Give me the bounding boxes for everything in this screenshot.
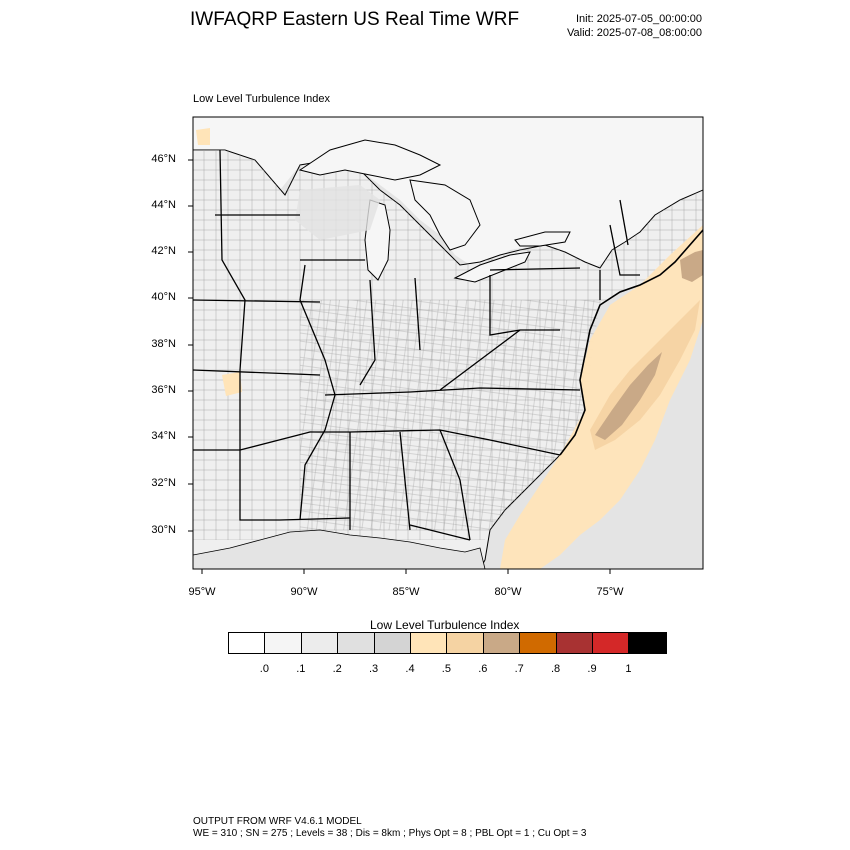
lake-superior xyxy=(298,139,442,181)
lon-label-75: 75°W xyxy=(596,586,624,598)
colorbar-label: .6 xyxy=(478,663,488,675)
lat-label-46: 46°N xyxy=(151,153,176,165)
lat-label-36: 36°N xyxy=(151,384,176,396)
colorbar-swatch xyxy=(447,633,484,653)
field-title: Low Level Turbulence Index xyxy=(193,93,330,105)
colorbar-swatch xyxy=(265,633,302,653)
map-frame xyxy=(192,116,704,570)
time-info: Init: 2025-07-05_00:00:00 Valid: 2025-07… xyxy=(567,12,702,40)
colorbar-label: .5 xyxy=(441,663,451,675)
state-borders xyxy=(193,149,640,541)
colorbar-label: .3 xyxy=(369,663,379,675)
lat-label-42: 42°N xyxy=(151,245,176,257)
colorbar-label: 1 xyxy=(625,663,632,675)
colorbar-label: .1 xyxy=(296,663,306,675)
gulf-of-mexico xyxy=(193,529,486,569)
footer-line-2: WE = 310 ; SN = 275 ; Levels = 38 ; Dis … xyxy=(193,828,587,839)
lat-label-34: 34°N xyxy=(151,430,176,442)
valid-time: Valid: 2025-07-08_08:00:00 xyxy=(567,27,702,39)
lake-huron xyxy=(409,179,481,251)
colorbar-swatch xyxy=(629,633,666,653)
colorbar-label: .9 xyxy=(587,663,597,675)
colorbar-label: .0 xyxy=(259,663,269,675)
lake-ontario xyxy=(514,231,571,247)
colorbar-swatch xyxy=(374,633,411,653)
colorbar-swatch xyxy=(556,633,593,653)
turbulence-light xyxy=(500,225,703,569)
lon-label-80: 80°W xyxy=(494,586,522,598)
model-footer: OUTPUT FROM WRF V4.6.1 MODEL WE = 310 ; … xyxy=(193,816,586,840)
colorbar-label: .2 xyxy=(332,663,342,675)
lon-label-85: 85°W xyxy=(392,586,420,598)
plot-title: IWFAQRP Eastern US Real Time WRF xyxy=(190,9,520,30)
colorbar-title: Low Level Turbulence Index xyxy=(370,618,520,632)
lat-label-30: 30°N xyxy=(151,524,176,536)
colorbar xyxy=(228,632,667,654)
init-time: Init: 2025-07-05_00:00:00 xyxy=(576,13,702,25)
colorbar-label: .7 xyxy=(514,663,524,675)
colorbar-swatch xyxy=(229,633,266,653)
colorbar-swatch xyxy=(338,633,375,653)
colorbar-swatch xyxy=(410,633,448,653)
lat-label-38: 38°N xyxy=(151,338,176,350)
lake-erie xyxy=(453,251,531,283)
lat-label-40: 40°N xyxy=(151,291,176,303)
lon-label-90: 90°W xyxy=(290,586,318,598)
colorbar-swatch xyxy=(301,633,339,653)
footer-line-1: OUTPUT FROM WRF V4.6.1 MODEL xyxy=(193,816,362,827)
colorbar-label: .8 xyxy=(551,663,561,675)
lat-label-44: 44°N xyxy=(151,199,176,211)
lat-label-32: 32°N xyxy=(151,477,176,489)
lon-label-95: 95°W xyxy=(188,586,216,598)
colorbar-swatch xyxy=(483,633,521,653)
colorbar-swatch xyxy=(520,633,557,653)
colorbar-label: .4 xyxy=(405,663,415,675)
colorbar-swatch xyxy=(592,633,630,653)
turbulence-dark xyxy=(595,352,662,440)
